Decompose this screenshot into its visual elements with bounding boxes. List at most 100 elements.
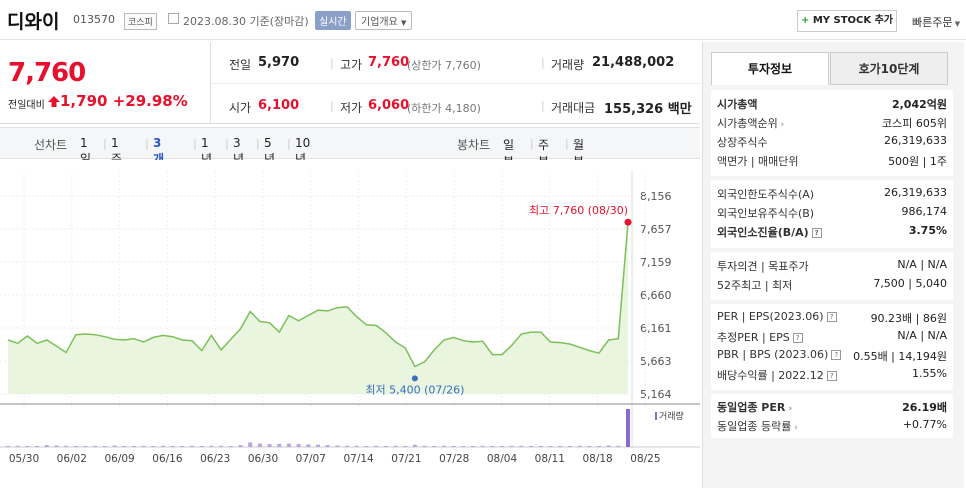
info-row: 투자의견 | 목표주가 N/A | N/A [717, 258, 947, 276]
open-label: 시가 [229, 101, 252, 115]
volume-bar [412, 444, 417, 447]
realtime-button[interactable]: 실시간 [315, 11, 351, 30]
info-row[interactable]: 배당수익률 | 2022.12? 1.55% [717, 367, 947, 385]
up-arrow-icon [48, 96, 60, 107]
mystock-add-button[interactable]: + MY STOCK 추가 [797, 10, 897, 32]
info-row: 액면가 | 매매단위 500원 | 1주 [717, 153, 947, 171]
tab-order-book[interactable]: 호가10단계 [830, 52, 948, 85]
period-tab-4[interactable]: 3년 [233, 136, 245, 166]
volume-bar [257, 443, 262, 447]
volume-bar [354, 445, 359, 447]
info-value: N/A | N/A [897, 258, 947, 271]
info-label: PBR | BPS (2023.06)? [717, 348, 842, 361]
help-icon[interactable]: ? [826, 312, 837, 322]
info-value: 코스피 605위 [882, 117, 947, 130]
info-row[interactable]: 동일업종 PER › 26.19배 [717, 399, 947, 417]
info-row: 52주최고 | 최저 7,500 | 5,040 [717, 277, 947, 295]
volume-bar [325, 445, 330, 447]
volume-bar [141, 445, 146, 447]
separator: | [330, 56, 334, 69]
volume-bar [529, 446, 534, 447]
volume-bar [567, 446, 572, 447]
volume-bar [519, 445, 524, 447]
company-overview-button[interactable]: 기업개요 ▼ [355, 11, 413, 30]
info-label: 액면가 | 매매단위 [717, 155, 799, 168]
current-price: 7,760 [8, 58, 86, 88]
candle-chart-label: 봉차트 [457, 138, 491, 152]
y-tick-label: 5,164 [640, 388, 672, 401]
volume-bar [432, 446, 437, 447]
info-label: PER | EPS(2023.06)? [717, 310, 837, 323]
volume-bar [228, 446, 233, 447]
info-row[interactable]: 시가총액순위 › 코스피 605위 [717, 115, 947, 133]
info-row: 외국인보유주식수(B) 986,174 [717, 205, 947, 223]
period-tab-6[interactable]: 10년 [295, 136, 311, 166]
y-tick-label: 6,660 [640, 289, 672, 302]
separator: | [193, 137, 197, 150]
info-row[interactable]: PER | EPS(2023.06)? 90.23배 | 86원 [717, 310, 947, 328]
lower-limit: (하한가 4,180) [407, 102, 481, 115]
volume-bar [209, 445, 214, 447]
info-row[interactable]: 외국인소진율(B/A)? 3.75% [717, 224, 947, 242]
price-chart[interactable]: 8,156 7,657 7,159 6,660 6,161 5,663 5,164 05/30… [0, 160, 700, 490]
volume-bar [558, 446, 563, 447]
help-icon[interactable]: ? [826, 371, 837, 381]
help-icon[interactable]: ? [792, 333, 803, 343]
info-row[interactable]: PBR | BPS (2023.06)? 0.55배 | 14,194원 [717, 348, 947, 366]
volume-bar [383, 446, 388, 447]
opinion-card: 투자의견 | 목표주가 N/A | N/A 52주최고 | 최저 7,500 | 5,… [711, 252, 953, 300]
x-tick-label: 07/14 [343, 453, 374, 465]
volume-bar [296, 443, 301, 447]
info-label: 동일업종 등락률 › [717, 420, 798, 433]
volume-bar [64, 445, 69, 447]
chevron-right-icon: › [777, 120, 785, 130]
volume-bar [93, 445, 98, 447]
info-value: 90.23배 | 86원 [870, 312, 947, 325]
x-tick-label: 07/21 [391, 453, 421, 465]
x-tick-label: 07/28 [439, 453, 469, 465]
volume-label: 거래량 [551, 58, 585, 72]
volume-bar [509, 445, 514, 447]
help-icon[interactable]: ? [811, 228, 822, 238]
volume-bar [180, 446, 185, 447]
y-tick-label: 7,657 [640, 223, 672, 236]
amount-value: 155,326 백만 [604, 102, 692, 117]
chevron-down-icon: ▼ [401, 19, 407, 27]
volume-bar [548, 446, 553, 447]
volume-bar [441, 445, 446, 447]
info-label: 52주최고 | 최저 [717, 279, 793, 292]
info-value: 1.55% [912, 367, 947, 380]
volume-bar [335, 445, 340, 447]
volume-bar [161, 445, 165, 447]
volume-bar [626, 409, 630, 447]
info-value: 26,319,633 [884, 186, 947, 199]
calendar-icon [168, 13, 179, 24]
volume-bar [500, 446, 505, 447]
x-tick-label: 06/30 [248, 453, 278, 465]
x-tick-label: 08/11 [535, 453, 565, 465]
separator: | [287, 137, 291, 150]
info-row[interactable]: 동일업종 등락률 › +0.77% [717, 418, 947, 436]
tab-invest-info[interactable]: 투자정보 [711, 52, 829, 85]
volume-bar [44, 445, 49, 447]
change-amount: 1,790 [60, 92, 108, 110]
help-icon[interactable]: ? [831, 350, 842, 360]
low-value: 6,060 [368, 98, 410, 113]
x-tick-label: 06/23 [200, 453, 230, 465]
volume-bar [286, 443, 291, 447]
volume-bar [345, 445, 350, 447]
volume-bar [364, 446, 369, 447]
volume-bar [393, 445, 398, 447]
period-tab-3[interactable]: 1년 [201, 136, 213, 166]
separator: | [330, 99, 334, 112]
volume-bar [122, 446, 127, 447]
separator: | [565, 137, 569, 150]
info-value: 26,319,633 [884, 134, 947, 147]
info-label: 상장주식수 [717, 136, 768, 149]
volume-bar [151, 446, 156, 447]
info-row[interactable]: 추정PER | EPS? N/A | N/A [717, 329, 947, 347]
quick-order-button[interactable]: 빠른주문 ▼ [912, 14, 960, 30]
period-tab-5[interactable]: 5년 [264, 136, 276, 166]
period-tab-0[interactable]: 1일 [80, 136, 92, 166]
